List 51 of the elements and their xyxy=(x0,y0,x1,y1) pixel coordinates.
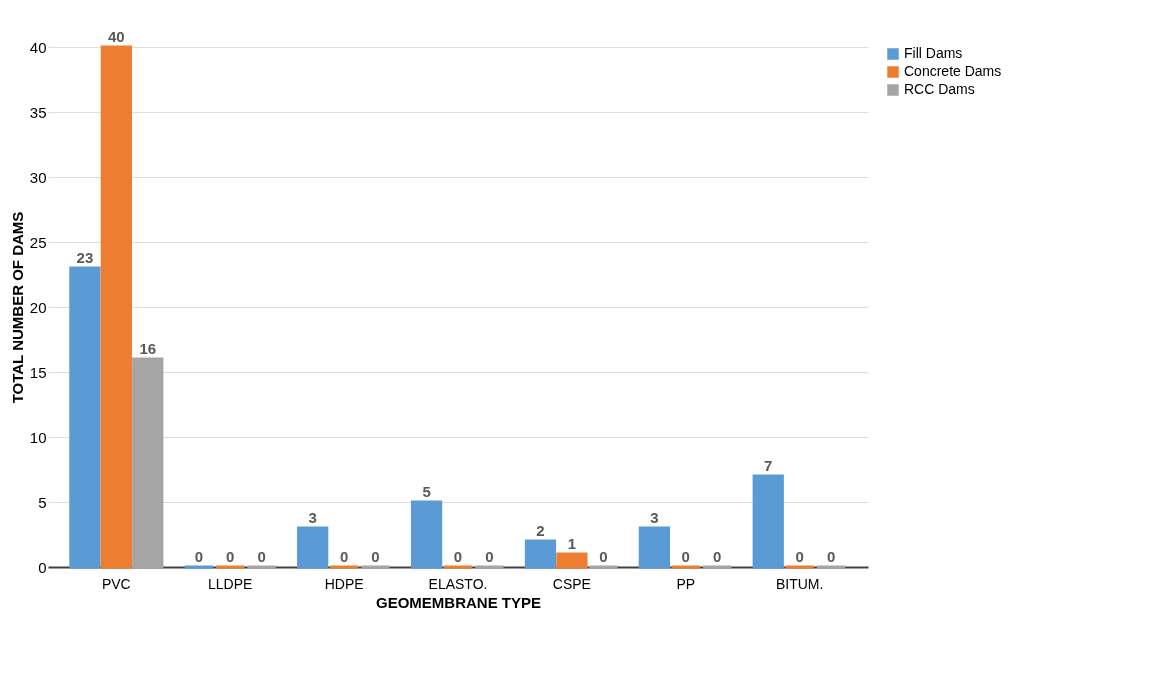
data-label: 0 xyxy=(194,548,203,565)
y-tick-label: 20 xyxy=(29,298,47,316)
data-label: 0 xyxy=(371,548,380,565)
data-label: 0 xyxy=(339,548,349,565)
bar xyxy=(297,526,329,569)
bar xyxy=(752,474,784,569)
data-label: 3 xyxy=(650,509,659,526)
legend-label: Concrete Dams xyxy=(904,63,1002,79)
data-label: 0 xyxy=(226,548,235,565)
y-tick-label: 5 xyxy=(38,493,47,511)
y-tick-label: 40 xyxy=(29,38,47,56)
data-label: 16 xyxy=(139,340,157,357)
bar xyxy=(132,357,164,569)
data-label: 5 xyxy=(422,483,431,500)
data-label: 7 xyxy=(764,457,773,474)
y-tick-label: 15 xyxy=(29,363,47,381)
data-label: 0 xyxy=(826,548,836,565)
data-label: 0 xyxy=(713,548,722,565)
data-label: 0 xyxy=(681,548,690,565)
data-label: 3 xyxy=(308,509,317,526)
x-tick-label: HDPE xyxy=(324,575,364,592)
data-label: 40 xyxy=(107,28,125,45)
y-axis-title: TOTAL NUMBER OF DAMS xyxy=(8,211,26,404)
x-axis-title: GEOMEMBRANE TYPE xyxy=(375,593,542,611)
x-tick-label: CSPE xyxy=(552,575,591,592)
data-label: 2 xyxy=(536,522,545,539)
data-label: 0 xyxy=(485,548,494,565)
bar xyxy=(556,552,588,569)
x-tick-label: BITUM. xyxy=(775,575,824,592)
y-tick-label: 0 xyxy=(38,558,47,576)
x-tick-label: ELASTO. xyxy=(428,575,488,592)
x-tick-label: PVC xyxy=(101,575,131,592)
bar xyxy=(524,539,557,569)
y-tick-label: 25 xyxy=(29,233,47,251)
bar xyxy=(69,266,101,569)
x-tick-label: PP xyxy=(676,575,696,592)
y-tick-label: 10 xyxy=(29,428,47,446)
legend-label: RCC Dams xyxy=(904,81,975,97)
x-tick-label: LLDPE xyxy=(208,575,253,592)
data-label: 1 xyxy=(567,535,577,552)
y-tick-label: 35 xyxy=(29,103,47,121)
data-label: 0 xyxy=(257,548,266,565)
data-label: 0 xyxy=(599,548,608,565)
bar xyxy=(100,45,132,569)
bar xyxy=(638,526,670,569)
data-label: 0 xyxy=(453,548,463,565)
bar xyxy=(410,500,443,569)
y-tick-label: 30 xyxy=(29,168,47,186)
data-label: 0 xyxy=(795,548,804,565)
legend-label: Fill Dams xyxy=(904,45,963,61)
data-label: 23 xyxy=(76,249,94,266)
